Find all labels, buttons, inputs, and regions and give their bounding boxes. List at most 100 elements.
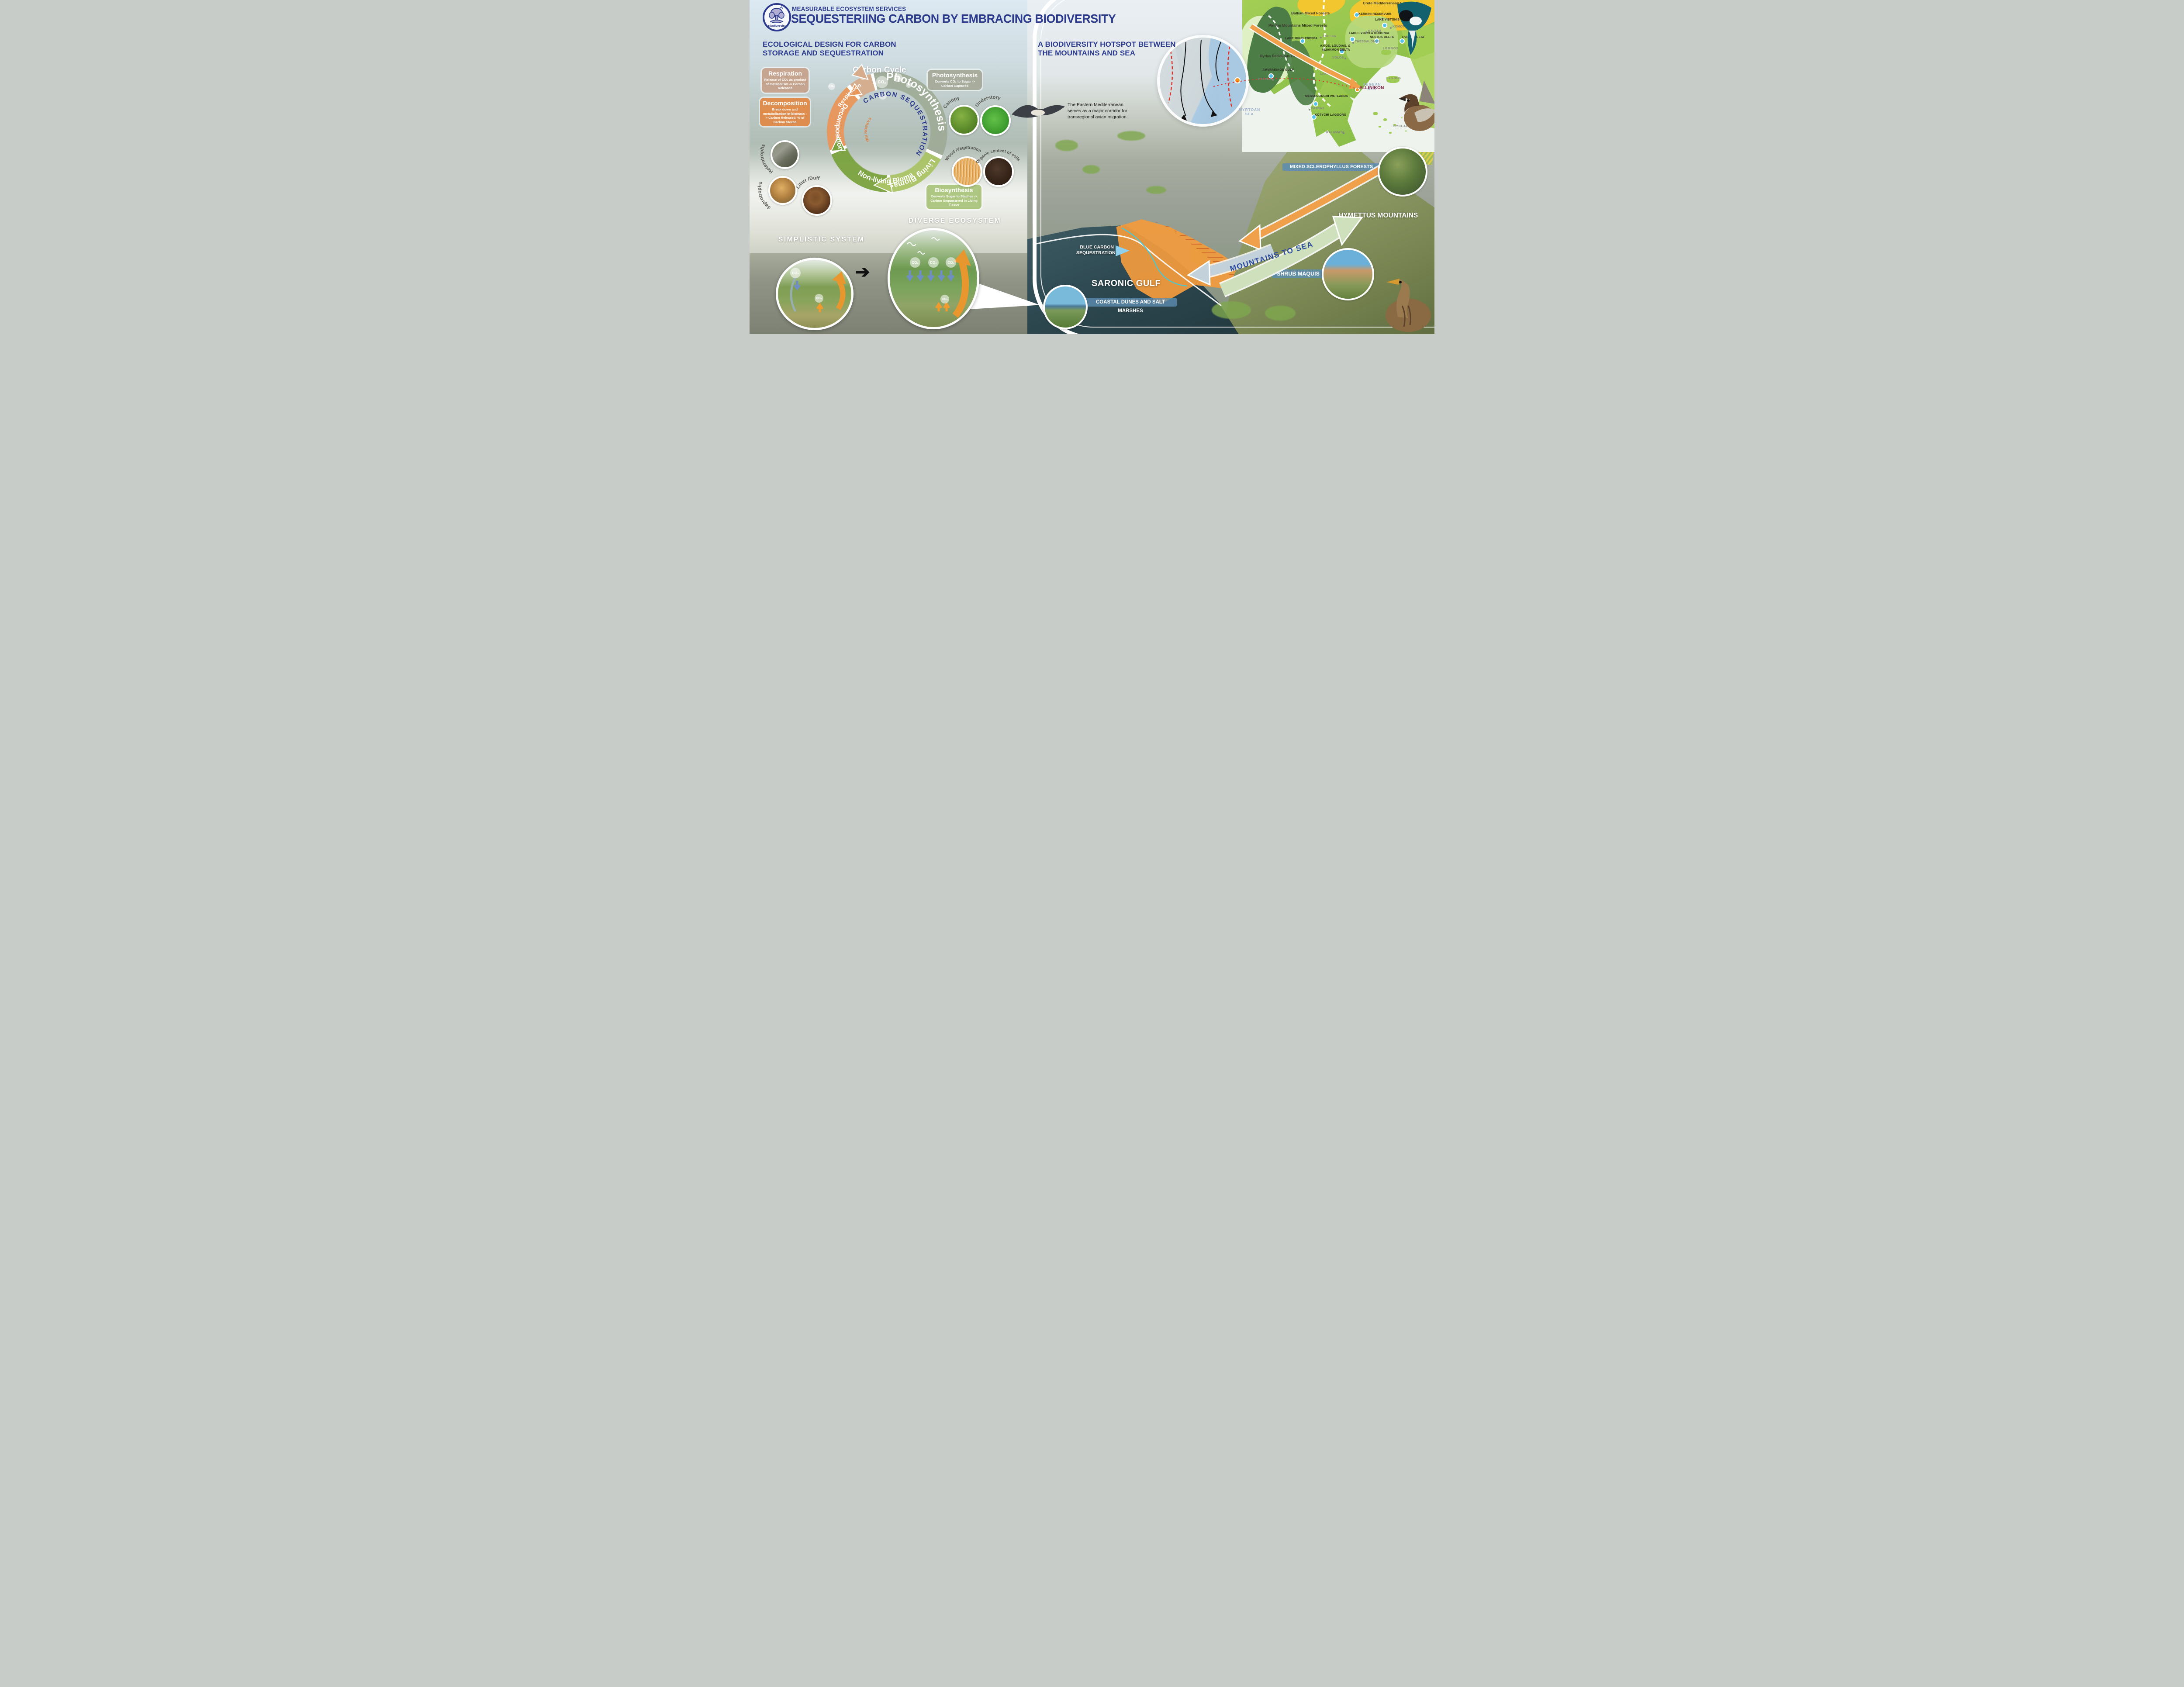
logo-label: Biodiversity: [768, 25, 786, 28]
map-label-messolonghi: MESSOLONGHI WETLANDS: [1305, 95, 1348, 98]
lake-prespa-dot: [1300, 38, 1305, 44]
map-label-amvrakikos: AMVRAKIKOS GULF: [1262, 69, 1294, 72]
map-label-crete: Crete Mediterranean Forests: [1363, 1, 1414, 5]
soil-label: Organic content of soils: [975, 148, 1021, 165]
svg-text:Saprotrophs: Saprotrophs: [757, 181, 772, 210]
biodiversity-logo: Biodiversity: [763, 3, 791, 31]
photosynthesis-callout-title: Photosynthesis: [932, 72, 978, 79]
soil-text: Organic content of soils: [975, 148, 1021, 165]
photosynthesis-callout: Photosynthesis Converts CO₂ to Sugar -> …: [928, 70, 982, 90]
map-label-patras: PATRAS: [1311, 107, 1325, 110]
rounded-frame-outer: [1033, 0, 1434, 334]
map-label-pindus: Pindus Mountains Mixed Forests: [1268, 23, 1327, 28]
blue-carbon-label: BLUE CARBON SEQUESTRATION: [1076, 245, 1116, 256]
map-label-thessaloniki: THESSALONIKI: [1355, 40, 1380, 43]
diverse-bird-glyphs: [907, 237, 940, 255]
simplistic-system-circle: CO₂ CO₂: [776, 258, 854, 330]
map-label-axios1: AXIOS, LOUDIAS, &: [1320, 45, 1351, 48]
tree-icon: [769, 7, 784, 23]
biosynthesis-callout-body: Converts Sugar to Staches -> Carbon Sequ…: [930, 194, 978, 207]
diverse-ecosystem-circle: CO₂ CO₂ CO₂ CO₂: [888, 228, 979, 329]
map-label-lemnos: LEMNOS: [1383, 47, 1399, 50]
co2-bubble-6: CO₂: [879, 92, 887, 100]
blue-carbon-line2: SEQUESTRATION: [1076, 250, 1116, 255]
svg-text:Organic content of soils: Organic content of soils: [975, 148, 1021, 165]
kotychi-dot: [1311, 114, 1317, 120]
left-section-title: ECOLOGICAL DESIGN FOR CARBON STORAGE AND…: [763, 40, 896, 58]
lake-kerkini-dot: [1354, 12, 1359, 17]
left-title-line2: STORAGE AND SEQUESTRATION: [763, 49, 884, 57]
carbon-cycle-ring: [827, 72, 947, 192]
map-label-cyclades: CYCLADES: [1393, 125, 1414, 128]
right-title-line2: THE MOUNTAINS AND SEA: [1038, 49, 1136, 57]
edessa-dot: [1320, 37, 1322, 38]
flyway-origin-dot: [1234, 77, 1241, 83]
right-title-line1: A BIODIVERSITY HOTSPOT BETWEEN: [1038, 40, 1176, 48]
thessaloniki-dot: [1352, 42, 1354, 44]
transition-arrow: ➔: [855, 262, 870, 282]
simplistic-blue-down-arrow: [794, 281, 801, 291]
saprotrophs-photo: [768, 176, 797, 205]
map-label-volos: VOLOS: [1332, 56, 1344, 59]
kicker: MEASURABLE ECOSYSTEM SERVICES: [792, 6, 906, 12]
flyway-route-2: [1200, 39, 1215, 113]
aegean-line1: AEGEAN: [1363, 82, 1381, 86]
map-label-kavala: KAVALA: [1368, 30, 1382, 33]
flyway-red-dashed-1: [1168, 50, 1173, 103]
cycle-title: Carbon Cycle: [853, 66, 906, 75]
simplistic-co2-bottom: CO₂: [815, 294, 823, 303]
wood-vegetation-photo: [952, 156, 982, 187]
canopy-label: Canopy: [942, 95, 960, 109]
simplistic-orange-up-arrow: [816, 303, 824, 312]
hymettus-label: HYMETTUS MOUNTAINS: [1338, 212, 1418, 219]
respiration-callout-title: Respiration: [768, 70, 802, 77]
left-title-line1: ECOLOGICAL DESIGN FOR CARBON: [763, 40, 896, 48]
litter-duff-photo: [802, 185, 832, 216]
map-label-ellinikon: ELLINIKON: [1359, 86, 1384, 90]
lake-volvi-dot: [1350, 37, 1355, 42]
simplistic-orange-arc: [836, 279, 846, 310]
map-island-lemnos: [1381, 50, 1391, 55]
decomposition-callout: Decomposition Break down and metabolizat…: [760, 98, 810, 126]
soil-organic-photo: [983, 156, 1014, 187]
patras-dot: [1309, 109, 1310, 110]
litter-duff-label: Litter /Duff: [795, 176, 820, 190]
co2-bubble-large: CO₂: [876, 76, 888, 88]
biosynthesis-callout: Biosynthesis Converts Sugar to Staches -…: [926, 185, 981, 209]
flyway-route-1: [1180, 41, 1186, 117]
myrtoan-line1: MYRTOAN: [1239, 107, 1261, 112]
understory-label: Understory: [974, 95, 1001, 108]
carbon-cycle-labels: Photosynthesis Living Biomass Non-living…: [813, 58, 948, 194]
map-midgreen-region: [1345, 16, 1398, 68]
map-label-lamia: LAMIA: [1320, 72, 1331, 76]
decomposition-callout-body: Break down and metabolization of biomass…: [763, 107, 807, 124]
sequestration-text: CARBON SEQUESTRATION: [862, 90, 928, 158]
map-label-volvi: LAKES VOLVI & KORONIA: [1349, 32, 1389, 35]
decomposition-arrowhead: [847, 83, 863, 97]
shrub-maquis-badge: SHRUB MAQUIS: [1272, 269, 1324, 278]
duck-bird: [1399, 80, 1434, 131]
saprotrophs-text: Saprotrophs: [757, 181, 772, 210]
mixed-forests-badge: MIXED SCLEROPHYLLUS FORESTS: [1282, 163, 1380, 171]
diverse-orange-up-arrows: [935, 302, 950, 311]
map-label-kalamata: KALAMATA: [1326, 131, 1344, 134]
map-label-lesbos: LESBOS: [1386, 77, 1402, 80]
map-label-kerkini: KERKINI RESERVOIR: [1358, 13, 1392, 16]
svg-text:Understory: Understory: [974, 95, 1001, 108]
diverse-co2-2: CO₂: [928, 257, 939, 268]
diverse-orange-arc: [952, 261, 969, 318]
diverse-blue-down-arrows: [906, 270, 955, 282]
diverse-co2-4: CO₂: [940, 295, 949, 304]
map-label-kotychi: KOTYCHI LAGOONS: [1315, 114, 1346, 117]
diverse-co2-3: CO₂: [946, 257, 956, 268]
rounded-frame-inner: [1040, 0, 1434, 328]
co2-bubble-3: CO₂: [894, 73, 902, 82]
magpie-bird: [1397, 1, 1431, 55]
evros-dot: [1400, 38, 1405, 44]
map-label-axios2: ALIAKMON DELTA: [1322, 48, 1350, 52]
messolonghi-dot: [1313, 101, 1318, 107]
sequestration-label: CARBON SEQUESTRATION: [862, 90, 929, 158]
map-island-lesbos: [1386, 76, 1400, 83]
understory-photo: [980, 105, 1011, 136]
simplistic-arrows: [790, 271, 846, 312]
